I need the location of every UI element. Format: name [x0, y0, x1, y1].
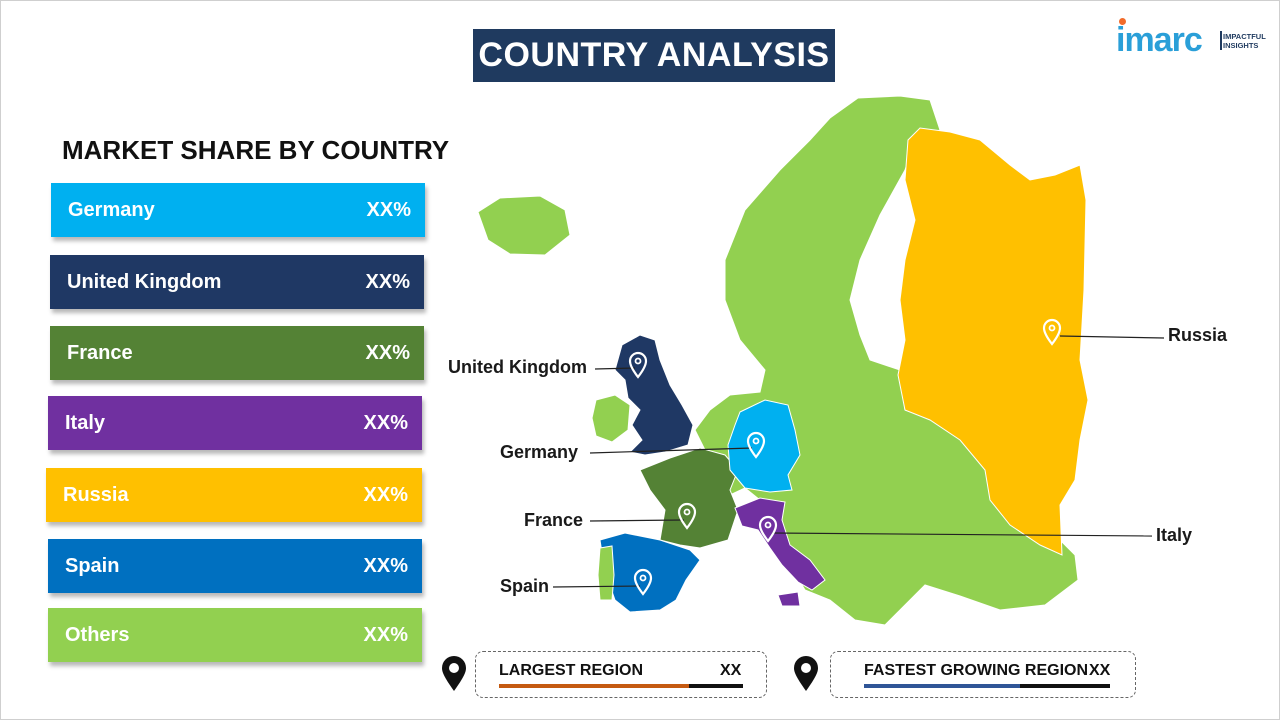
location-pin-icon	[442, 656, 466, 691]
pin-icon	[628, 351, 648, 379]
share-bar-others: Others XX%	[48, 608, 422, 662]
share-bar-name: United Kingdom	[67, 270, 222, 293]
share-bar-name: Italy	[65, 411, 106, 434]
title-banner: COUNTRY ANALYSIS	[473, 29, 835, 82]
map-label-germany: Germany	[500, 442, 579, 462]
fastest-growing-region-bar-rest	[1020, 684, 1110, 688]
leader-line-germany	[589, 447, 753, 454]
share-bar-germany: Germany XX%	[51, 183, 425, 237]
logo-dot	[1119, 18, 1126, 25]
share-bar-spain: Spain XX%	[48, 539, 422, 593]
map-label-france: France	[524, 510, 584, 530]
map-region-france	[639, 447, 739, 549]
map-label-united-kingdom: United Kingdom	[448, 357, 587, 377]
leader-line-italy	[771, 532, 1153, 537]
largest-region-box	[475, 651, 767, 698]
leader-line-spain	[552, 585, 641, 588]
share-bar-value: XX%	[363, 623, 408, 646]
largest-region-bar-rest	[689, 684, 743, 688]
map-region-others	[694, 95, 1079, 626]
leader-line-russia	[1059, 335, 1165, 339]
map-region-russia	[897, 127, 1089, 556]
leader-line-france	[589, 519, 685, 522]
fastest-growing-region-bar	[864, 684, 1020, 688]
logo-tagline: IMPACTFUL INSIGHTS	[1223, 32, 1266, 50]
share-bar-value: XX%	[366, 198, 411, 221]
share-bar-united-kingdom: United Kingdom XX%	[50, 255, 424, 309]
logo-wordmark: imarc	[1116, 21, 1203, 59]
location-pin-icon	[794, 656, 818, 691]
share-bar-france: France XX%	[50, 326, 424, 380]
share-bar-value: XX%	[363, 554, 408, 577]
share-bar-value: XX%	[365, 341, 410, 364]
imarc-logo: imarc IMPACTFUL INSIGHTS	[1116, 18, 1266, 62]
share-bar-name: Germany	[68, 198, 155, 221]
map-ireland	[591, 394, 631, 443]
fastest-growing-region-label: FASTEST GROWING REGION	[864, 662, 1089, 679]
map-label-italy: Italy	[1156, 525, 1193, 545]
market-share-title: MARKET SHARE BY COUNTRY	[62, 135, 450, 165]
map-label-russia: Russia	[1168, 325, 1228, 345]
largest-region-bar	[499, 684, 689, 688]
share-bar-value: XX%	[365, 270, 410, 293]
share-bar-name: France	[67, 341, 133, 364]
share-bar-italy: Italy XX%	[48, 396, 422, 450]
pin-icon	[633, 568, 653, 596]
largest-region-label: LARGEST REGION	[499, 662, 644, 679]
pin-icon	[1042, 318, 1062, 346]
share-bar-value: XX%	[363, 483, 408, 506]
pin-icon	[758, 515, 778, 543]
pin-icon	[746, 431, 766, 459]
pin-icon	[677, 502, 697, 530]
share-bar-name: Others	[65, 623, 130, 646]
fastest-growing-region-value: XX	[1089, 662, 1111, 679]
leader-line-united-kingdom	[594, 367, 636, 370]
map-label-spain: Spain	[500, 576, 550, 596]
share-bar-russia: Russia XX%	[46, 468, 422, 522]
map-region-united-kingdom	[614, 334, 694, 456]
map-region-italy	[734, 497, 826, 591]
page-title: COUNTRY ANALYSIS	[478, 36, 830, 74]
fastest-growing-region-box	[830, 651, 1136, 698]
largest-region-value: XX	[720, 662, 742, 679]
map-iceland	[477, 195, 571, 256]
map-sicily	[777, 591, 801, 607]
share-bar-name: Russia	[63, 483, 129, 506]
share-bar-name: Spain	[65, 554, 120, 577]
logo-divider	[1220, 31, 1222, 50]
map-portugal	[597, 545, 615, 601]
share-bar-value: XX%	[363, 411, 408, 434]
